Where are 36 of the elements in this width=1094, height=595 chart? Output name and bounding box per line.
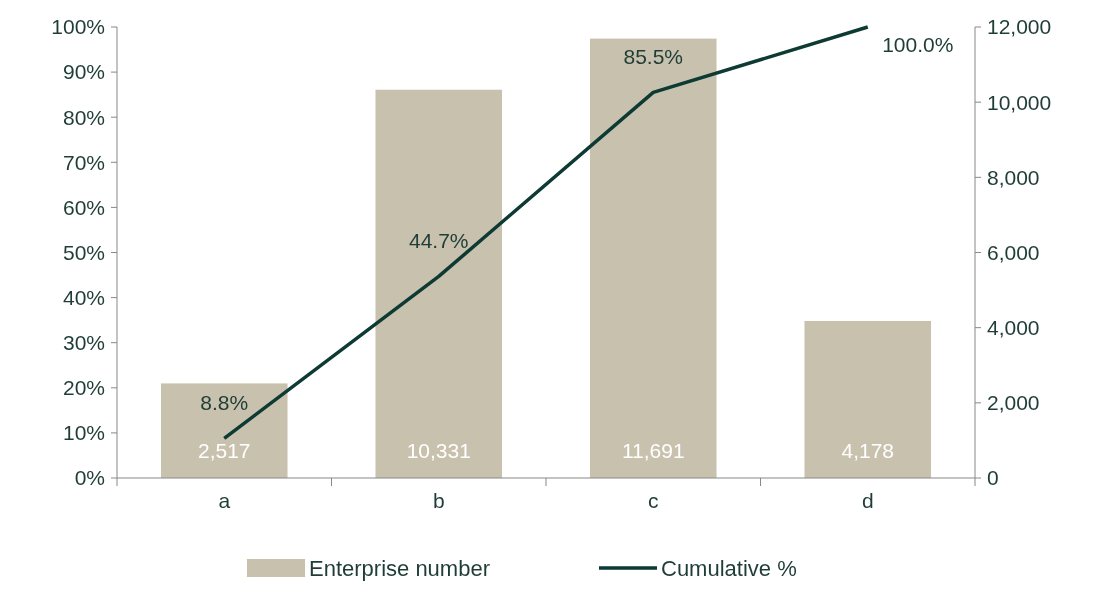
y2-tick-label: 12,000 — [987, 15, 1052, 39]
y2-tick-label: 8,000 — [987, 165, 1040, 189]
x-tick-label: b — [432, 489, 445, 512]
y-tick-label: 80% — [62, 105, 105, 129]
y2-tick-label: 2,000 — [987, 391, 1040, 415]
data-label: 4,178 — [841, 439, 895, 462]
data-label: 100.0% — [882, 33, 954, 56]
y2-tick-label: 6,000 — [987, 240, 1040, 264]
y-tick-label: 50% — [62, 240, 105, 264]
data-label: 85.5% — [623, 45, 684, 69]
legend-label: Cumulative % — [661, 555, 797, 581]
y2-tick-label: 4,000 — [987, 316, 1040, 340]
y-tick-label: 30% — [62, 331, 105, 355]
data-label: 10,331 — [406, 439, 471, 462]
x-tick-label: a — [218, 489, 231, 512]
bar — [589, 38, 717, 478]
bar — [804, 320, 932, 478]
data-label: 11,691 — [621, 439, 685, 462]
y-tick-label: 40% — [62, 285, 105, 309]
y-tick-label: 70% — [62, 150, 105, 174]
y2-tick-label: 0 — [987, 466, 999, 490]
y-tick-label: 20% — [62, 376, 105, 400]
data-label: 2,517 — [197, 439, 251, 462]
y-tick-label: 0% — [74, 466, 105, 490]
data-label: 8.8% — [200, 391, 249, 415]
legend-label: Enterprise number — [309, 555, 490, 581]
y-tick-label: 10% — [62, 421, 105, 445]
y-tick-label: 100% — [51, 15, 105, 39]
data-label: 44.7% — [408, 229, 469, 253]
x-tick-label: d — [861, 489, 874, 512]
y-tick-label: 60% — [62, 195, 105, 219]
bar — [160, 383, 288, 478]
y-tick-label: 90% — [62, 60, 105, 84]
bar — [375, 89, 503, 478]
y2-tick-label: 10,000 — [987, 90, 1052, 114]
x-tick-label: c — [648, 489, 659, 512]
